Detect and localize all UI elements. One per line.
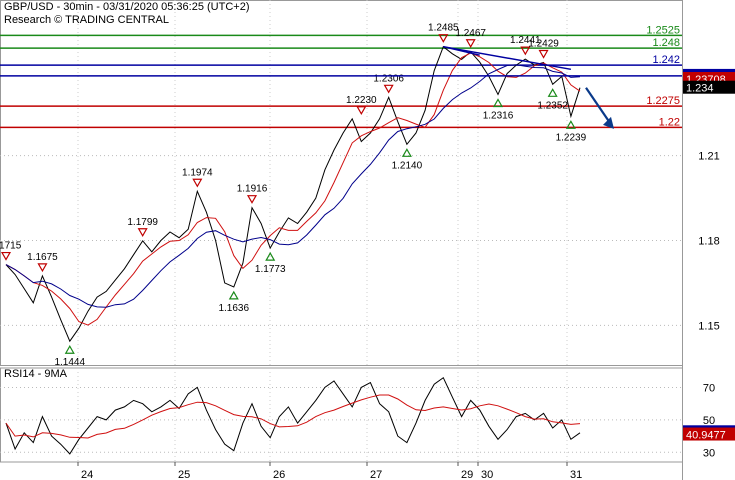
swing-high-marker [0,251,12,261]
swing-high-label: 1.2485 [428,23,459,34]
swing-high-label: 1.1799 [127,217,158,228]
rsi-badge [683,427,735,441]
swing-high-marker [438,34,449,43]
x-tick-label: 26 [273,469,285,480]
x-tick-label: 25 [178,469,190,480]
level-label: 1.2275 [646,95,680,107]
swing-high-marker [246,195,258,204]
swing-low-label: 1.1636 [218,303,249,314]
forecast-arrow-shaft [585,87,613,127]
forecast-arrow-head [603,116,614,129]
rsi-panel-frame [0,367,683,463]
chart-title: GBP/USD - 30min - 03/31/2020 05:36:25 (U… [4,1,250,13]
swing-high-label: 1.1715 [0,241,22,252]
swing-high-marker [37,263,48,273]
swing-high-label: 1.2230 [346,95,377,106]
swing-low-marker [565,120,576,129]
swing-high-marker [383,84,394,94]
swing-high-marker [520,46,531,56]
swing-high-label: 1.1675 [27,252,58,263]
price-badge-label: 1.234 [686,83,714,95]
swing-low-label: 1.2352 [537,100,568,111]
x-tick-label: 24 [81,469,93,480]
swing-high-marker [356,106,367,116]
swing-low-marker [265,251,276,261]
rsi-badge-label: 40.9477 [686,430,726,442]
chart-source: Research © TRADING CENTRAL [4,14,169,26]
swing-low-marker [401,148,412,157]
swing-high-marker [538,49,549,59]
swing-high-marker [137,228,148,237]
x-tick-label: 29 [461,469,473,480]
pattern-upper-line [443,45,572,71]
swing-low-marker [64,345,75,354]
rsi-label: RSI14 - 9MA [4,368,67,380]
x-tick-label: 30 [481,469,493,480]
price-tick-label: 1.18 [698,236,719,248]
x-tick-label: 27 [370,469,382,480]
level-label: 1.2525 [646,24,680,36]
level-label: 1.248 [652,37,680,49]
rsi-tick-label: 70 [703,382,715,394]
pattern-inner-line [443,45,480,56]
rsi-line [5,376,581,455]
price-line [5,45,581,343]
price-badge [683,80,735,94]
x-tick-label: 31 [570,469,582,480]
swing-high-label: 1.1974 [182,167,213,178]
rsi-tick-label: 30 [703,447,715,459]
swing-high-label: 1.2467 [455,28,486,39]
swing-low-label: 1.1444 [54,357,85,368]
level-label: 1.242 [652,54,680,66]
swing-high-label: 1.1916 [237,184,268,195]
swing-low-label: 1.2140 [392,160,423,171]
swing-high-marker [465,39,476,48]
swing-high-label: 1.2306 [373,73,404,84]
swing-low-label: 1.2239 [556,132,587,143]
price-tick-label: 1.21 [698,151,719,163]
level-label: 1.22 [659,116,680,128]
swing-high-marker [192,178,203,188]
swing-low-marker [228,290,239,300]
swing-high-label: 1.2429 [528,39,559,50]
swing-high-label: 1.2441 [510,35,541,46]
price-panel-frame [0,0,683,366]
ma-fast-line [5,52,581,326]
rsi-tick-label: 50 [703,415,715,427]
swing-low-marker [547,88,558,97]
swing-low-label: 1.1773 [255,264,286,275]
swing-low-label: 1.2316 [483,111,514,122]
swing-low-marker [492,98,504,108]
ma-slow-line [5,64,581,308]
price-tick-label: 1.15 [698,320,719,332]
rsi-ma-line [5,394,581,439]
